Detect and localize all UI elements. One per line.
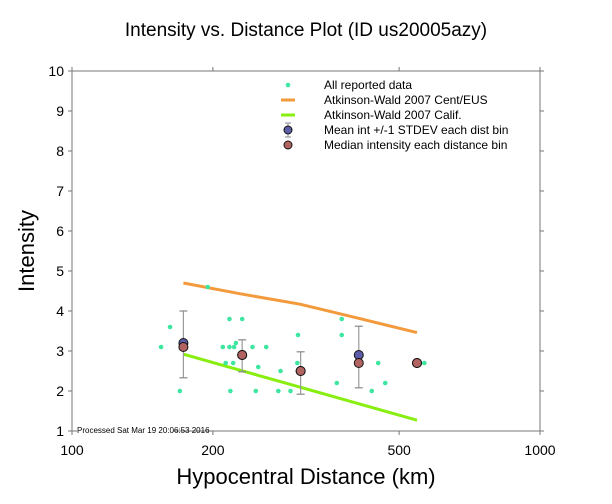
legend-label: Atkinson-Wald 2007 Calif. xyxy=(324,108,462,122)
reported-data-point xyxy=(295,332,301,338)
reported-data-point xyxy=(230,360,236,366)
reported-data-point xyxy=(239,316,245,322)
reported-data-point xyxy=(339,316,345,322)
median-intensity-marker xyxy=(412,358,423,368)
reported-data-point xyxy=(220,344,226,350)
y-tick-label: 7 xyxy=(56,183,64,199)
reported-data-point xyxy=(278,368,283,374)
reported-data-point xyxy=(205,284,211,290)
y-tick-label: 10 xyxy=(48,63,64,79)
reported-data-point xyxy=(422,360,427,366)
legend-item: Mean int +/-1 STDEV each dist bin xyxy=(283,122,508,138)
y-tick-label: 5 xyxy=(56,263,64,279)
processed-stamp-group: Processed Sat Mar 19 20:06:53 2016 xyxy=(77,425,210,435)
distance-bins xyxy=(178,310,423,395)
legend-label: Mean int +/-1 STDEV each dist bin xyxy=(324,123,508,137)
reported-data-point xyxy=(276,388,281,394)
reported-data-point xyxy=(231,344,237,350)
plot-frame xyxy=(71,70,541,432)
reported-data-point xyxy=(253,388,259,394)
reported-data-points xyxy=(158,284,427,394)
y-tick-label: 8 xyxy=(56,143,64,159)
x-tick-label: 500 xyxy=(387,442,411,458)
x-axis-title: Hypocentral Distance (km) xyxy=(176,464,435,489)
reported-data-point xyxy=(334,380,340,386)
legend-circle-icon xyxy=(283,125,293,135)
median-intensity-marker xyxy=(178,342,189,352)
y-tick-label: 2 xyxy=(56,383,64,399)
reported-data-point xyxy=(250,344,255,350)
reported-data-point xyxy=(227,316,232,322)
legend-label: Atkinson-Wald 2007 Cent/EUS xyxy=(324,93,488,107)
reported-data-point xyxy=(227,344,232,350)
legend-item: Atkinson-Wald 2007 Calif. xyxy=(281,108,462,122)
reported-data-point xyxy=(375,360,381,366)
plot-area-border xyxy=(71,70,541,432)
reported-data-point xyxy=(228,388,233,394)
median-intensity-marker xyxy=(353,358,364,368)
y-tick-label: 3 xyxy=(56,343,64,359)
reported-data-point xyxy=(177,388,183,394)
reported-data-point xyxy=(255,364,261,370)
median-intensity-marker xyxy=(237,350,248,360)
legend-circle-icon xyxy=(283,140,293,150)
x-tick-label: 200 xyxy=(201,442,225,458)
reported-data-point xyxy=(369,388,375,394)
y-tick-label: 6 xyxy=(56,223,64,239)
y-tick-label: 4 xyxy=(56,303,64,319)
reported-data-point xyxy=(263,344,269,350)
atkinson-wald-ceus-line xyxy=(183,281,418,335)
legend-item: All reported data xyxy=(285,78,412,92)
reported-data-point xyxy=(167,324,173,330)
y-tick-label: 1 xyxy=(56,423,64,439)
x-tick-label: 100 xyxy=(60,442,84,458)
legend-item: Atkinson-Wald 2007 Cent/EUS xyxy=(281,93,488,107)
processed-stamp-bg xyxy=(77,425,173,435)
legend-dot-icon xyxy=(285,82,291,88)
reported-data-point xyxy=(158,344,164,350)
reported-data-point xyxy=(382,380,388,386)
x-axis: 100 200 500 1000 xyxy=(60,67,556,458)
reported-data-point xyxy=(288,388,293,394)
median-intensity-marker xyxy=(295,366,306,376)
legend-label: All reported data xyxy=(324,78,412,92)
y-axis-title: Intensity xyxy=(14,210,39,292)
reported-data-point xyxy=(223,360,228,366)
legend-item: Median intensity each distance bin xyxy=(283,138,507,152)
processed-stamp: Processed Sat Mar 19 20:06:53 2016 xyxy=(77,426,210,435)
x-tick-label: 1000 xyxy=(524,442,555,458)
y-tick-label: 9 xyxy=(56,103,64,119)
reported-data-point xyxy=(295,360,300,366)
chart-title: Intensity vs. Distance Plot (ID us20005a… xyxy=(125,20,487,41)
legend-label: Median intensity each distance bin xyxy=(324,138,507,152)
reported-data-point xyxy=(339,332,345,338)
y-axis: 1 2 3 4 5 6 7 8 9 10 xyxy=(48,63,544,439)
reported-data-point xyxy=(233,340,239,346)
